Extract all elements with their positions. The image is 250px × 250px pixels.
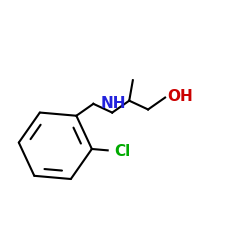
Text: NH: NH [101, 96, 126, 112]
Text: OH: OH [168, 89, 193, 104]
Text: Cl: Cl [114, 144, 130, 159]
